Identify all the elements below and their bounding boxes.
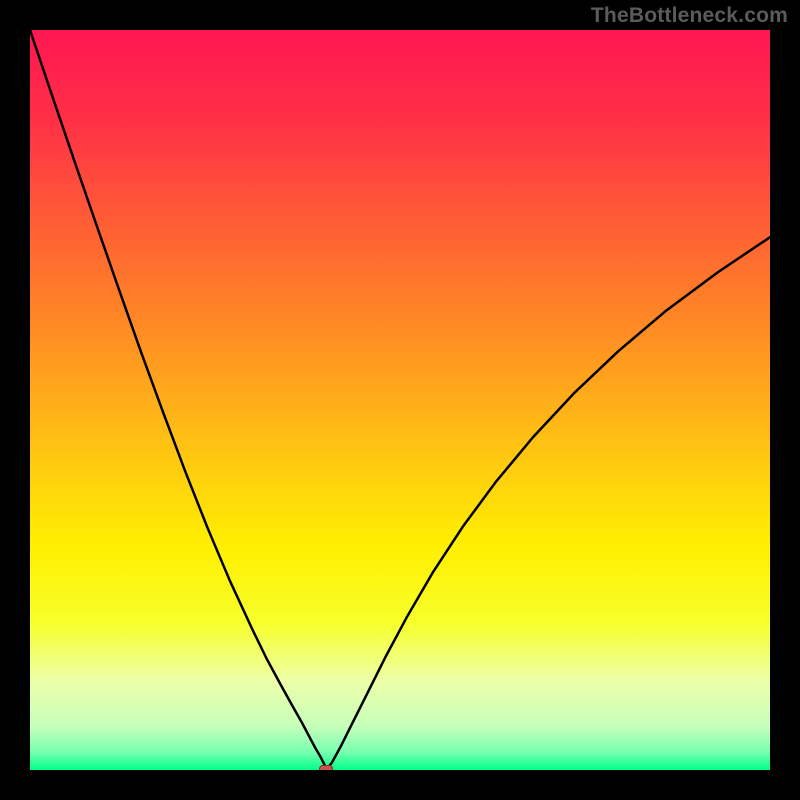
plot-svg bbox=[30, 30, 770, 770]
minimum-marker bbox=[319, 765, 333, 770]
chart-frame: TheBottleneck.com bbox=[0, 0, 800, 800]
plot-background bbox=[30, 30, 770, 770]
plot-area bbox=[30, 30, 770, 770]
watermark-label: TheBottleneck.com bbox=[591, 4, 788, 28]
